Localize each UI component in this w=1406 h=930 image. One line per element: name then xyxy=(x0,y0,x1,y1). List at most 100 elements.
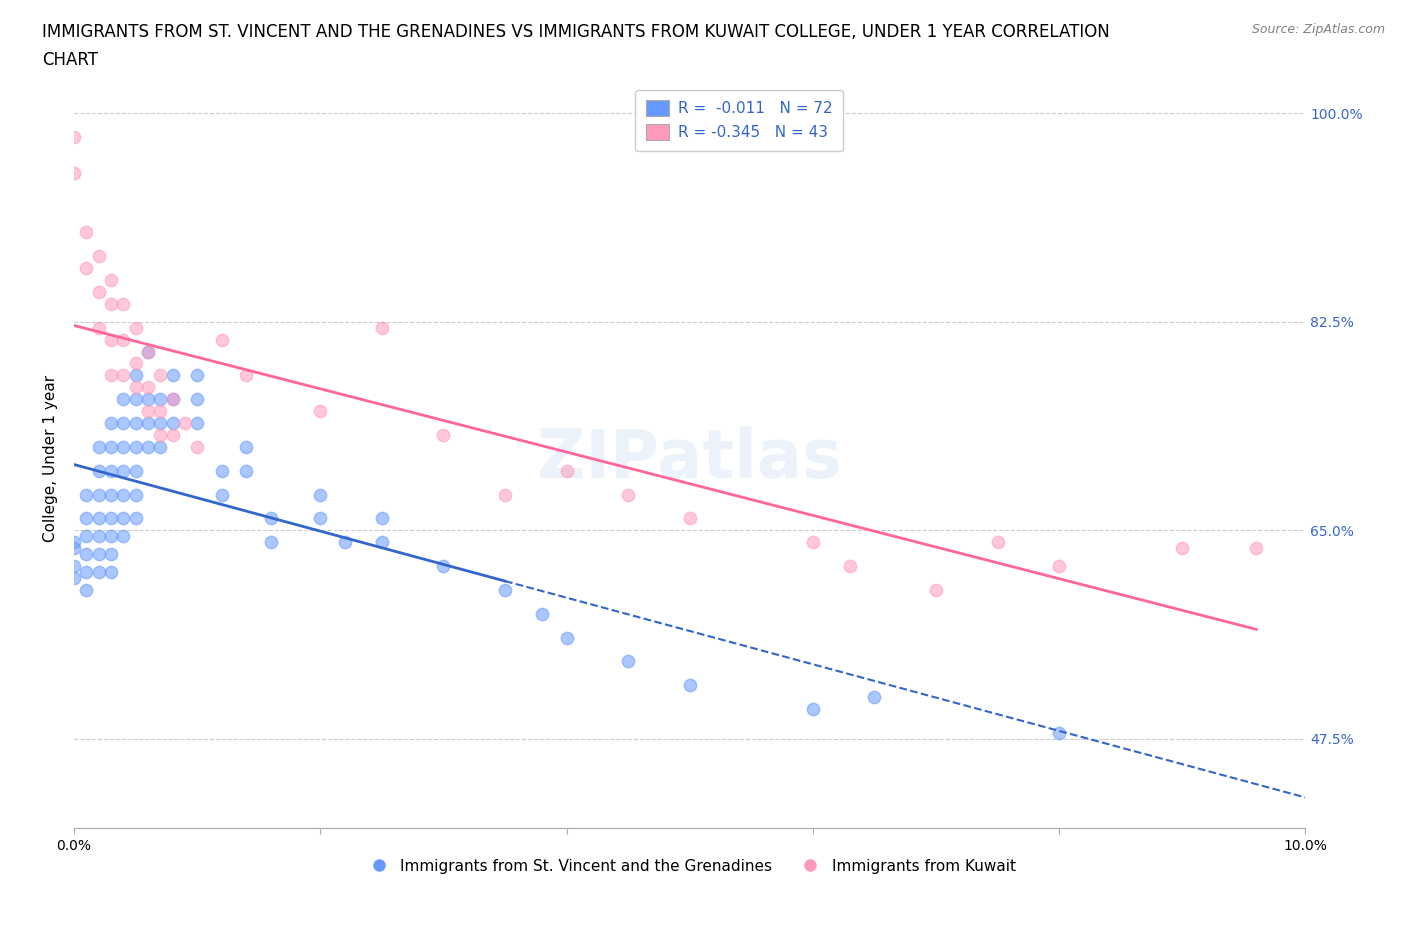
Point xyxy=(63,535,86,550)
Text: CHART: CHART xyxy=(42,51,98,69)
Point xyxy=(124,320,146,335)
Point xyxy=(100,487,122,502)
Point xyxy=(87,547,110,562)
Point xyxy=(112,297,135,312)
Point xyxy=(1047,725,1070,740)
Point xyxy=(555,463,578,478)
Point xyxy=(333,535,356,550)
Point xyxy=(100,565,122,579)
Point xyxy=(112,529,135,544)
Point xyxy=(100,529,122,544)
Point xyxy=(100,511,122,525)
Point xyxy=(87,439,110,454)
Text: Source: ZipAtlas.com: Source: ZipAtlas.com xyxy=(1251,23,1385,36)
Legend: Immigrants from St. Vincent and the Grenadines, Immigrants from Kuwait: Immigrants from St. Vincent and the Gren… xyxy=(357,853,1022,880)
Point xyxy=(149,416,172,431)
Point xyxy=(136,344,159,359)
Point xyxy=(136,404,159,418)
Point xyxy=(75,260,97,275)
Point xyxy=(432,559,454,574)
Point xyxy=(162,416,184,431)
Point xyxy=(124,368,146,383)
Point xyxy=(87,463,110,478)
Point xyxy=(87,565,110,579)
Point xyxy=(100,272,122,287)
Point xyxy=(1171,540,1194,555)
Point xyxy=(211,463,233,478)
Point xyxy=(112,416,135,431)
Point xyxy=(371,320,394,335)
Point xyxy=(987,535,1010,550)
Point xyxy=(555,630,578,644)
Point xyxy=(100,463,122,478)
Point xyxy=(87,320,110,335)
Point xyxy=(87,285,110,299)
Point xyxy=(124,379,146,394)
Point xyxy=(100,332,122,347)
Point xyxy=(100,297,122,312)
Point xyxy=(100,547,122,562)
Point xyxy=(371,511,394,525)
Point xyxy=(186,439,208,454)
Point xyxy=(149,392,172,406)
Point xyxy=(162,428,184,443)
Point xyxy=(260,511,283,525)
Point xyxy=(75,487,97,502)
Point xyxy=(149,439,172,454)
Point xyxy=(494,487,516,502)
Point xyxy=(63,559,86,574)
Point xyxy=(124,392,146,406)
Point xyxy=(235,439,257,454)
Point xyxy=(371,535,394,550)
Point xyxy=(87,511,110,525)
Point xyxy=(235,463,257,478)
Point xyxy=(63,570,86,585)
Point xyxy=(112,487,135,502)
Point xyxy=(149,404,172,418)
Point xyxy=(136,416,159,431)
Point xyxy=(75,582,97,597)
Point xyxy=(617,654,640,669)
Point xyxy=(162,392,184,406)
Text: ZIPatlas: ZIPatlas xyxy=(537,426,842,492)
Point xyxy=(112,439,135,454)
Point xyxy=(530,606,553,621)
Point xyxy=(75,565,97,579)
Point xyxy=(186,416,208,431)
Point xyxy=(863,690,886,705)
Point xyxy=(87,487,110,502)
Point xyxy=(679,511,702,525)
Point xyxy=(124,439,146,454)
Point xyxy=(124,511,146,525)
Point xyxy=(63,129,86,144)
Point xyxy=(75,547,97,562)
Point xyxy=(100,439,122,454)
Point xyxy=(925,582,948,597)
Point xyxy=(260,535,283,550)
Point xyxy=(494,582,516,597)
Point xyxy=(679,678,702,693)
Text: IMMIGRANTS FROM ST. VINCENT AND THE GRENADINES VS IMMIGRANTS FROM KUWAIT COLLEGE: IMMIGRANTS FROM ST. VINCENT AND THE GREN… xyxy=(42,23,1109,41)
Point xyxy=(87,248,110,263)
Point xyxy=(309,404,332,418)
Point xyxy=(124,463,146,478)
Point xyxy=(100,368,122,383)
Point xyxy=(100,416,122,431)
Point xyxy=(186,392,208,406)
Point xyxy=(211,487,233,502)
Point xyxy=(136,379,159,394)
Point xyxy=(136,439,159,454)
Point xyxy=(186,368,208,383)
Point xyxy=(309,487,332,502)
Point xyxy=(112,463,135,478)
Point xyxy=(112,511,135,525)
Point xyxy=(801,701,824,716)
Point xyxy=(149,368,172,383)
Point xyxy=(162,392,184,406)
Point xyxy=(309,511,332,525)
Point xyxy=(211,332,233,347)
Point xyxy=(75,529,97,544)
Point xyxy=(63,540,86,555)
Point xyxy=(124,416,146,431)
Point xyxy=(235,368,257,383)
